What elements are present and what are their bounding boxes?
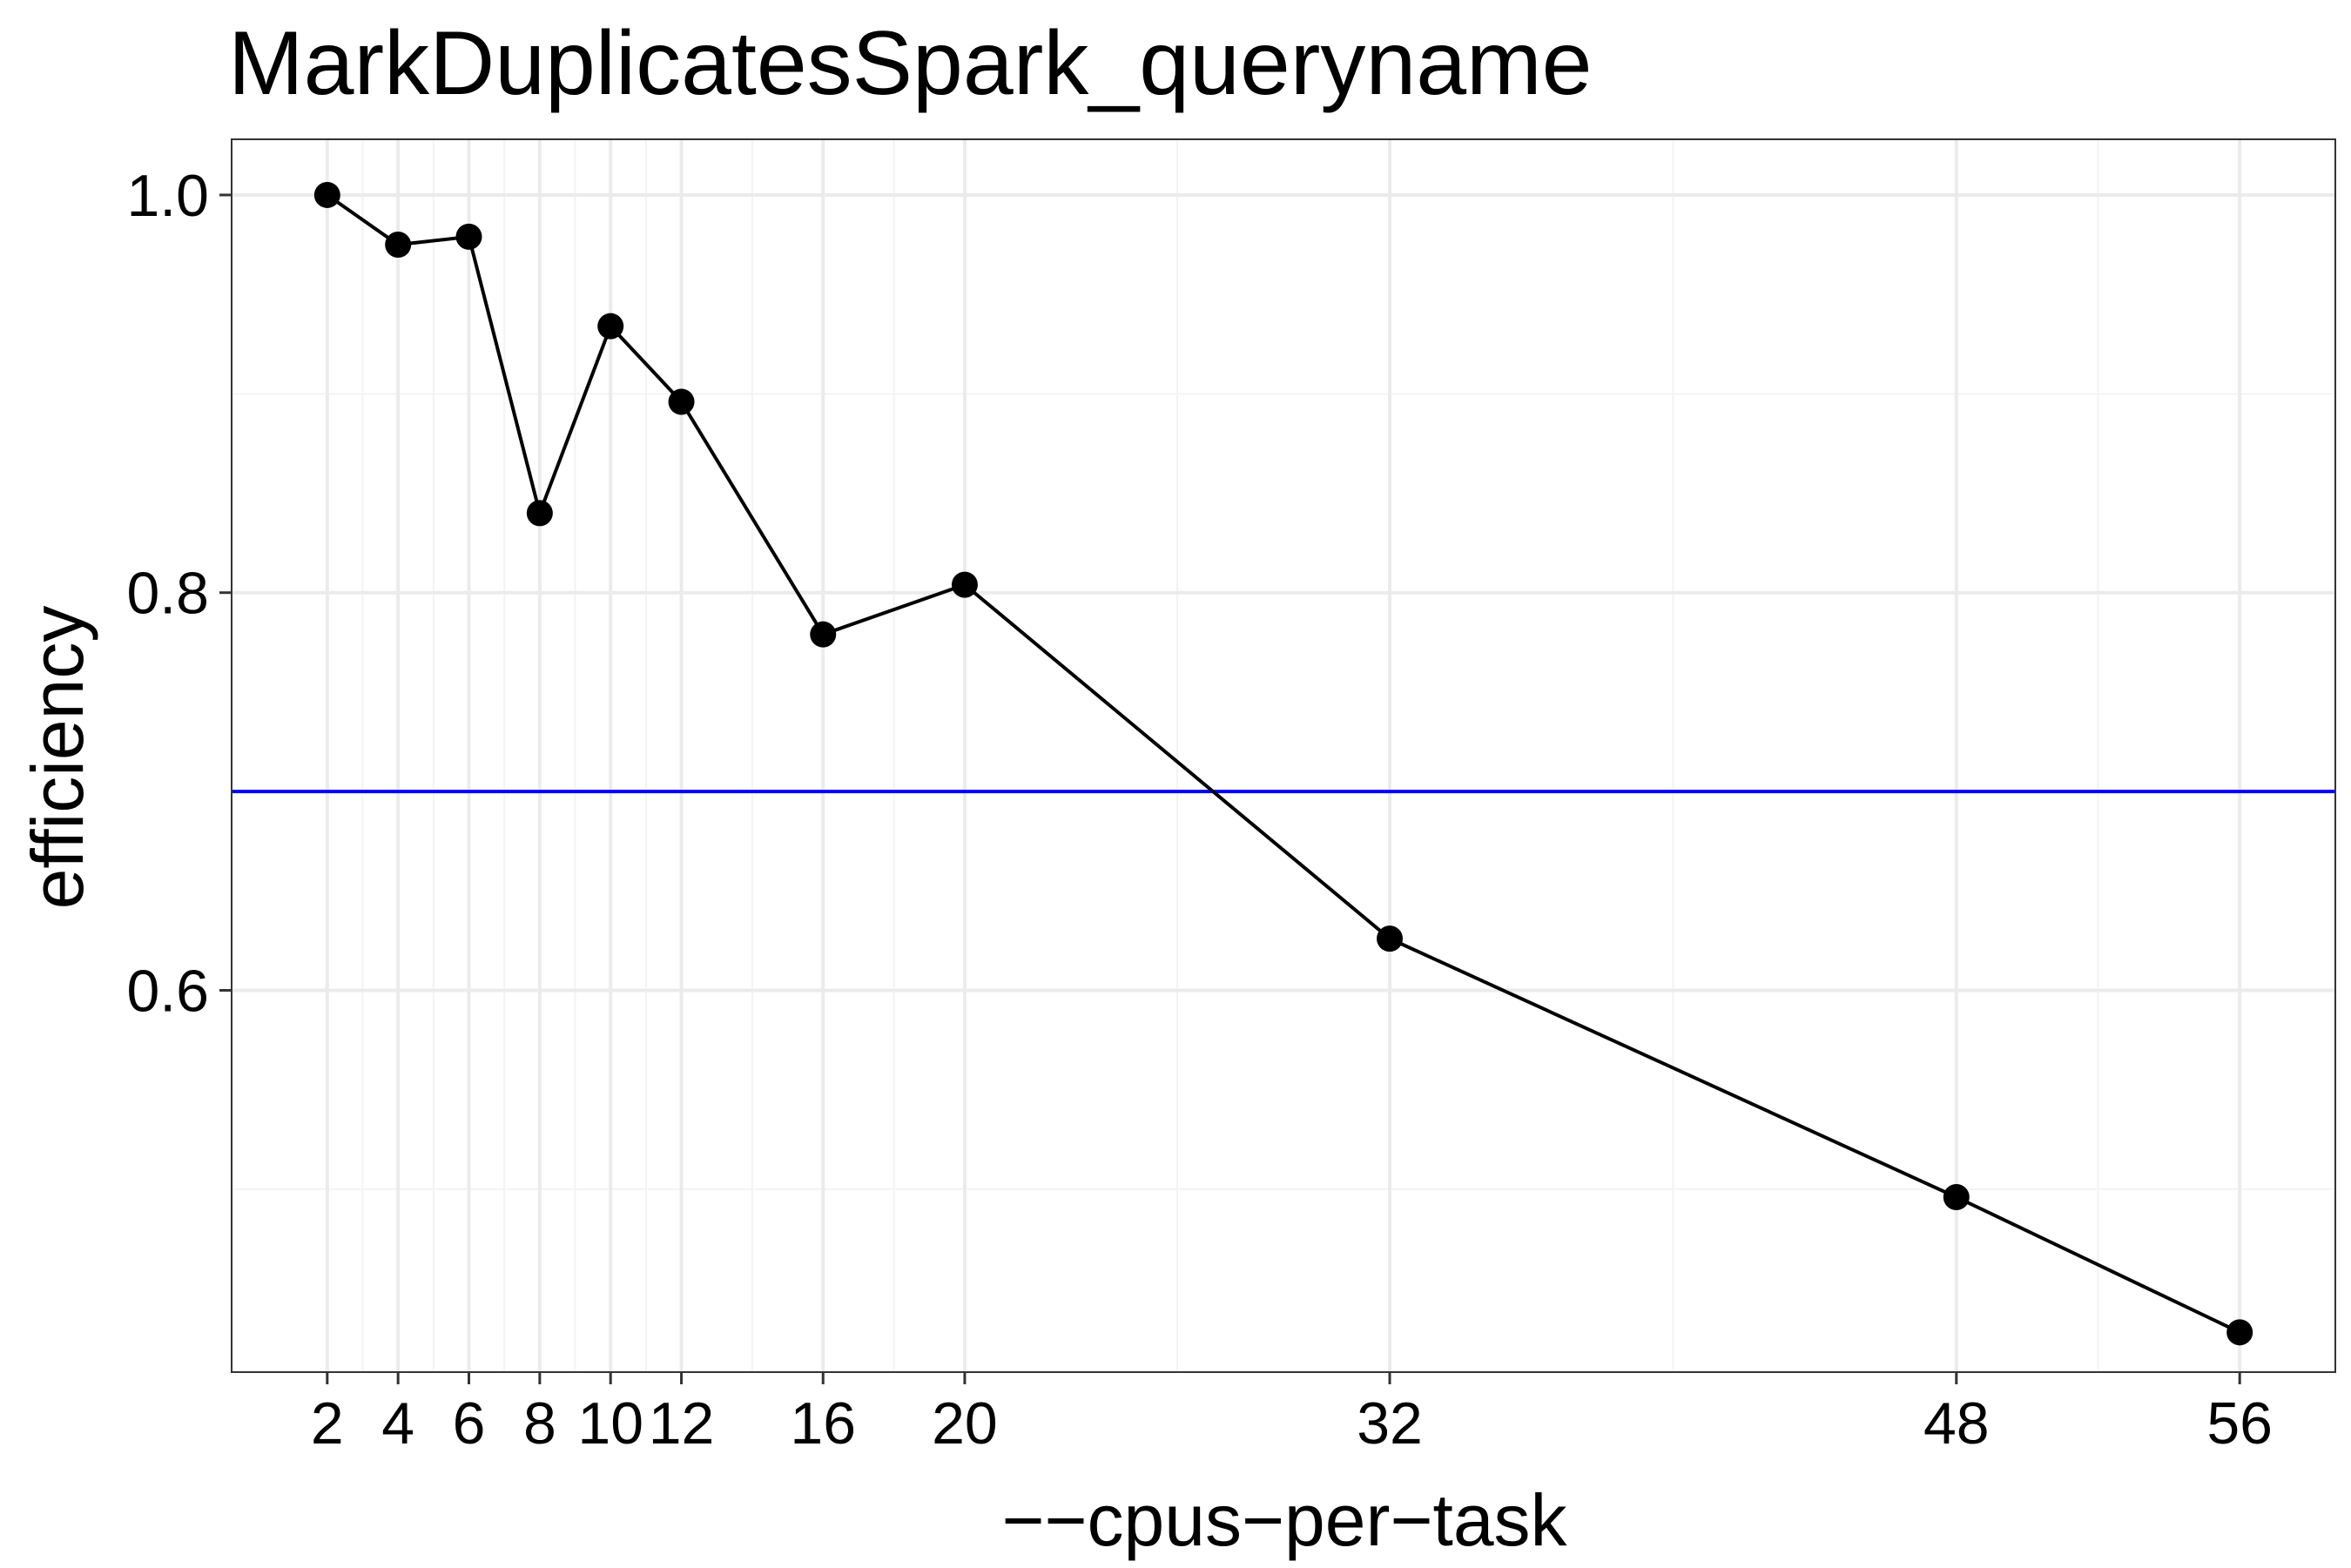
y-tick-label: 1.0	[126, 163, 209, 229]
chart-title: MarkDuplicatesSpark_queryname	[228, 13, 1593, 114]
data-point	[2226, 1319, 2253, 1346]
x-tick-label: 48	[1923, 1390, 1990, 1457]
x-tick-label: 8	[523, 1390, 556, 1457]
data-point	[526, 500, 553, 527]
x-tick-label: 16	[790, 1390, 856, 1457]
x-axis-title: −−cpus−per−task	[1001, 1479, 1567, 1561]
x-tick-label: 32	[1357, 1390, 1423, 1457]
data-point	[810, 621, 837, 648]
x-tick-label: 2	[311, 1390, 344, 1457]
plot-panel	[231, 138, 2336, 1373]
x-axis-ticks: 2 4 6 8 10 12 16 20 32 48 56	[311, 1372, 2273, 1457]
y-tick-label: 0.6	[126, 958, 209, 1024]
x-tick-label: 20	[932, 1390, 998, 1457]
y-tick-label: 0.8	[126, 561, 209, 627]
data-point	[1943, 1184, 1970, 1211]
data-points	[313, 181, 2253, 1346]
x-tick-label: 4	[381, 1390, 414, 1457]
data-point	[1377, 925, 1404, 952]
data-point	[597, 313, 624, 340]
x-tick-label: 10	[577, 1390, 643, 1457]
data-point	[668, 388, 695, 415]
series-line	[326, 193, 2241, 1335]
x-tick-label: 12	[649, 1390, 715, 1457]
data-point	[951, 571, 978, 598]
data-point	[455, 223, 482, 250]
data-point	[313, 181, 340, 208]
x-tick-label: 56	[2206, 1390, 2273, 1457]
grid-major	[232, 139, 2335, 1372]
y-axis-title: efficiency	[17, 606, 98, 910]
y-axis-ticks: 0.6 0.8 1.0	[126, 163, 232, 1024]
grid-minor	[232, 139, 2335, 1372]
data-point	[385, 232, 412, 259]
x-tick-label: 6	[453, 1390, 486, 1457]
